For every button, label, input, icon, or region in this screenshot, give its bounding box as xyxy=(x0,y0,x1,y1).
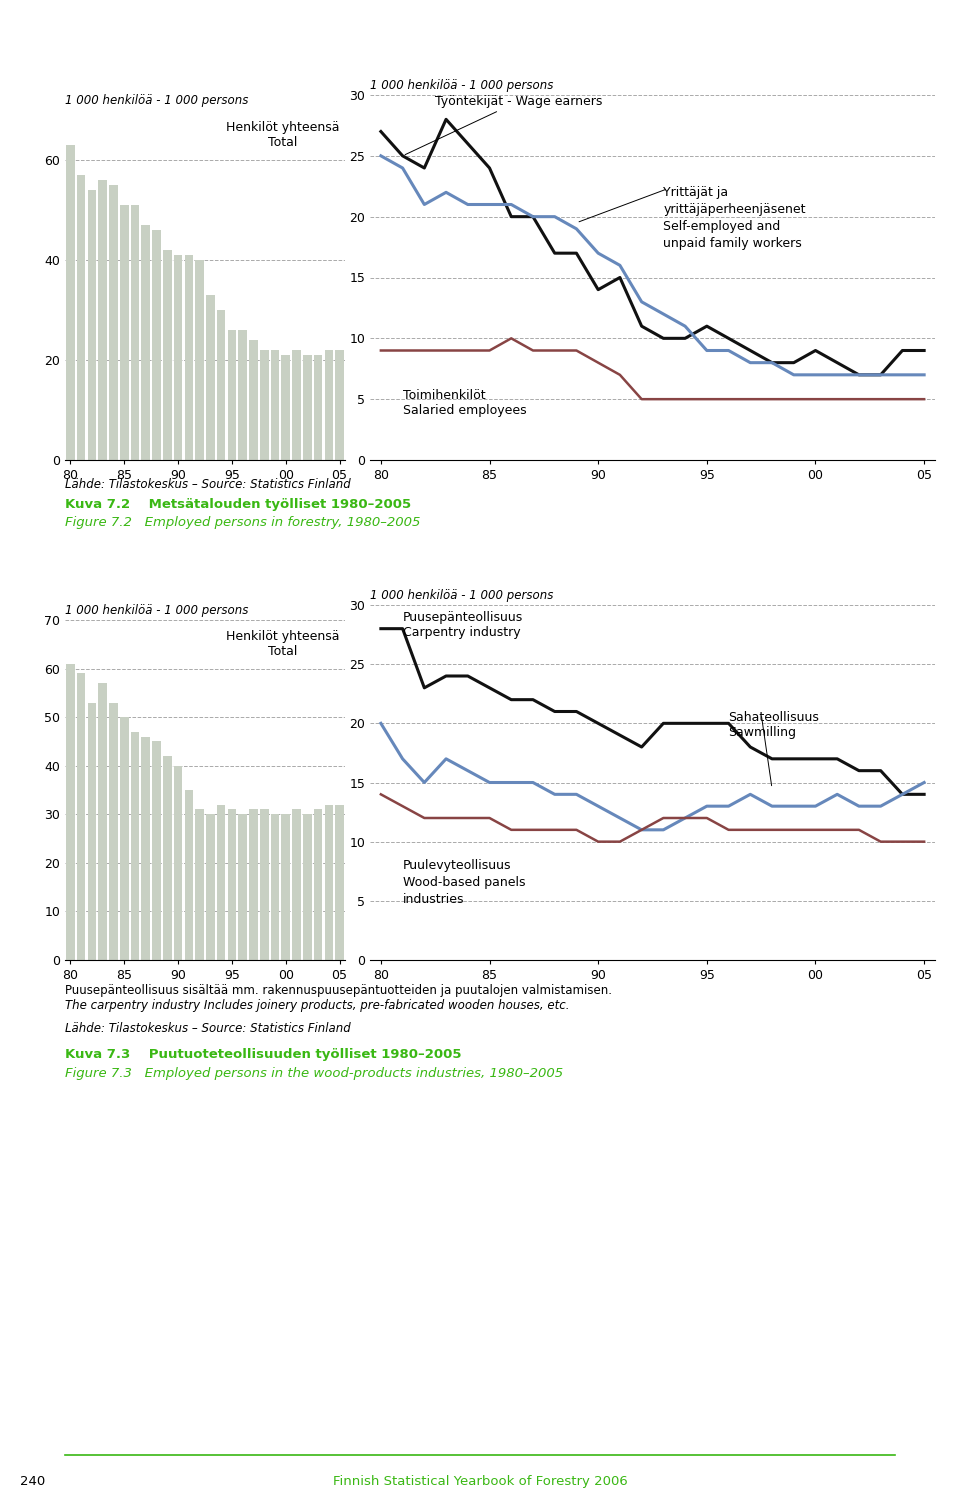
Bar xyxy=(281,815,290,960)
Bar xyxy=(98,180,107,460)
Bar xyxy=(303,815,312,960)
Bar xyxy=(314,809,323,960)
Bar xyxy=(335,351,344,460)
Bar xyxy=(335,804,344,960)
Bar xyxy=(271,815,279,960)
Bar xyxy=(292,351,300,460)
Bar xyxy=(66,145,75,460)
Text: Finnish Statistical Yearbook of Forestry 2006: Finnish Statistical Yearbook of Forestry… xyxy=(332,1476,628,1488)
Bar xyxy=(324,351,333,460)
Bar xyxy=(184,789,193,960)
Bar xyxy=(163,756,172,960)
Bar xyxy=(238,330,247,460)
Bar xyxy=(153,231,161,460)
Bar xyxy=(184,255,193,460)
Bar xyxy=(98,683,107,960)
Bar xyxy=(195,809,204,960)
Bar xyxy=(77,175,85,460)
Text: Kuva 7.3    Puutuoteteollisuuden työlliset 1980–2005: Kuva 7.3 Puutuoteteollisuuden työlliset … xyxy=(65,1049,462,1061)
Bar xyxy=(281,355,290,460)
Text: Yrittäjät ja
yrittäjäperheenjäsenet
Self-employed and
unpaid family workers: Yrittäjät ja yrittäjäperheenjäsenet Self… xyxy=(663,186,805,250)
Text: Puulevyteollisuus
Wood-based panels
industries: Puulevyteollisuus Wood-based panels indu… xyxy=(402,860,525,906)
Bar xyxy=(87,190,96,460)
Bar xyxy=(238,815,247,960)
Bar xyxy=(228,809,236,960)
Bar xyxy=(109,703,118,960)
Text: 1 000 henkilöä - 1 000 persons: 1 000 henkilöä - 1 000 persons xyxy=(370,79,553,91)
Text: Kuva 7.2    Metsätalouden työlliset 1980–2005: Kuva 7.2 Metsätalouden työlliset 1980–20… xyxy=(65,497,411,511)
Text: Henkilöt yhteensä
Total: Henkilöt yhteensä Total xyxy=(226,631,340,658)
Text: Lähde: Tilastokeskus – Source: Statistics Finland: Lähde: Tilastokeskus – Source: Statistic… xyxy=(65,478,350,491)
Bar xyxy=(271,351,279,460)
Bar xyxy=(250,809,258,960)
Bar xyxy=(217,310,226,460)
Bar xyxy=(120,718,129,960)
Bar xyxy=(303,355,312,460)
Bar xyxy=(109,184,118,460)
Bar xyxy=(314,355,323,460)
Bar xyxy=(324,804,333,960)
Text: Toimihenkilöt
Salaried employees: Toimihenkilöt Salaried employees xyxy=(402,389,526,418)
Bar xyxy=(217,804,226,960)
Bar xyxy=(206,815,215,960)
Bar xyxy=(206,295,215,460)
Text: The carpentry industry Includes joinery products, pre-fabricated wooden houses, : The carpentry industry Includes joinery … xyxy=(65,999,569,1013)
Text: Puusepänteollisuus sisältää mm. rakennuspuusepäntuotteiden ja puutalojen valmist: Puusepänteollisuus sisältää mm. rakennus… xyxy=(65,984,612,998)
Text: 1 000 henkilöä - 1 000 persons: 1 000 henkilöä - 1 000 persons xyxy=(65,94,249,106)
Text: Henkilöt yhteensä
Total: Henkilöt yhteensä Total xyxy=(226,120,340,148)
Bar xyxy=(131,731,139,960)
Text: Figure 7.2   Employed persons in forestry, 1980–2005: Figure 7.2 Employed persons in forestry,… xyxy=(65,515,420,529)
Bar xyxy=(174,765,182,960)
Text: Työntekijät - Wage earners: Työntekijät - Wage earners xyxy=(405,94,603,154)
Bar xyxy=(141,225,150,460)
Text: 7 Forest sector’s labour force: 7 Forest sector’s labour force xyxy=(294,24,666,43)
Bar xyxy=(260,809,269,960)
Text: Puusepänteollisuus
Carpentry industry: Puusepänteollisuus Carpentry industry xyxy=(402,611,523,640)
Bar xyxy=(131,205,139,460)
Bar xyxy=(260,351,269,460)
Bar xyxy=(87,703,96,960)
Text: Lähde: Tilastokeskus – Source: Statistics Finland: Lähde: Tilastokeskus – Source: Statistic… xyxy=(65,1022,350,1035)
Bar xyxy=(153,742,161,960)
Bar xyxy=(174,255,182,460)
Text: 1 000 henkilöä - 1 000 persons: 1 000 henkilöä - 1 000 persons xyxy=(370,589,553,602)
Text: 240: 240 xyxy=(20,1476,45,1488)
Bar xyxy=(120,205,129,460)
Bar xyxy=(141,737,150,960)
Bar xyxy=(77,674,85,960)
Text: Figure 7.3   Employed persons in the wood-products industries, 1980–2005: Figure 7.3 Employed persons in the wood-… xyxy=(65,1067,564,1080)
Bar xyxy=(195,261,204,460)
Text: 1 000 henkilöä - 1 000 persons: 1 000 henkilöä - 1 000 persons xyxy=(65,604,249,617)
Bar xyxy=(163,250,172,460)
Bar xyxy=(250,340,258,460)
Text: Sahateollisuus
Sawmilling: Sahateollisuus Sawmilling xyxy=(729,712,820,740)
Bar xyxy=(228,330,236,460)
Bar xyxy=(66,664,75,960)
Bar xyxy=(292,809,300,960)
